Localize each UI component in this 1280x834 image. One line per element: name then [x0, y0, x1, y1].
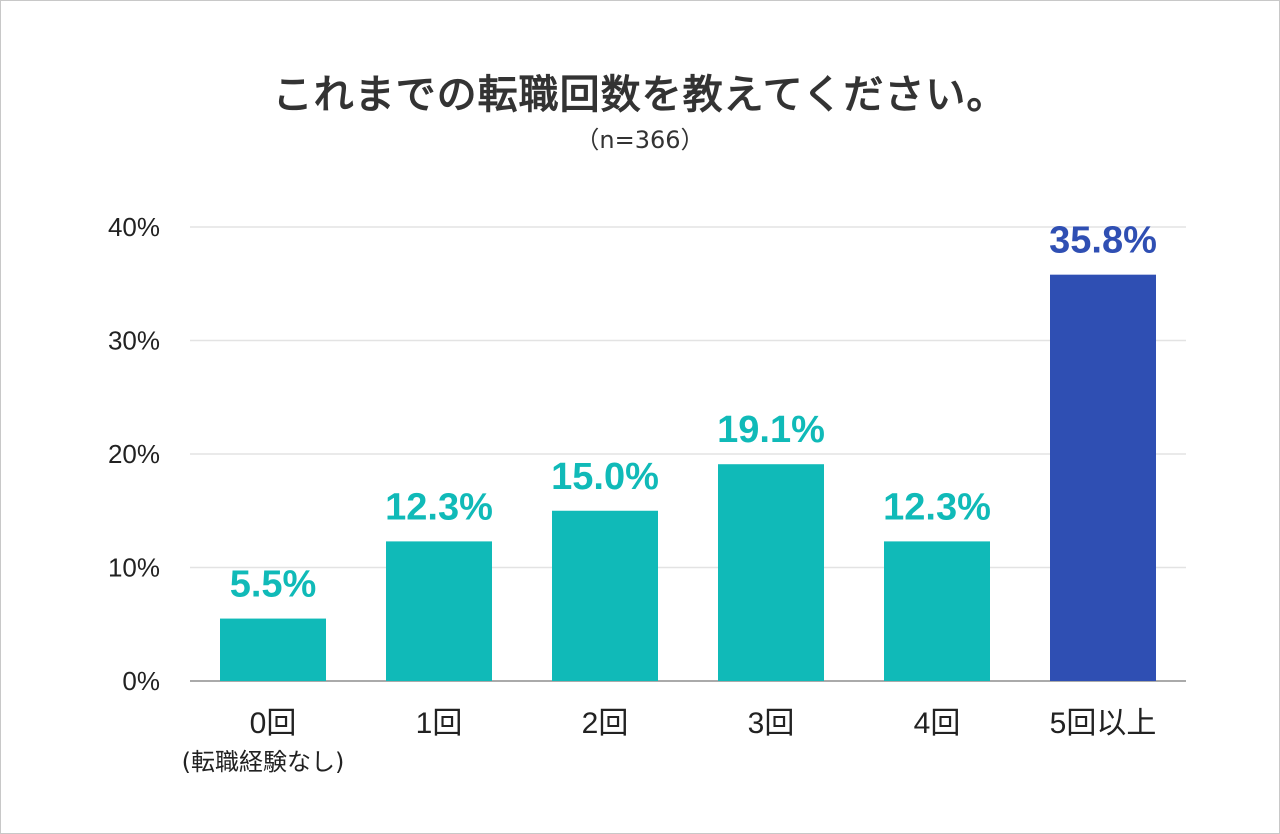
data-label: 12.3%: [883, 486, 991, 528]
y-tick-label: 30%: [108, 326, 160, 356]
x-tick-label: 5回以上: [1050, 707, 1157, 740]
x-tick-label: 4回: [914, 707, 961, 740]
data-label: 12.3%: [385, 486, 493, 528]
chart-subtitle: （n=366）: [575, 126, 705, 154]
bar: [1050, 274, 1156, 681]
data-label: 5.5%: [230, 564, 317, 606]
bar: [552, 510, 658, 681]
data-label: 35.8%: [1049, 220, 1157, 262]
x-tick-label: 1回: [416, 707, 463, 740]
x-tick-sublabel: (転職経験なし): [182, 748, 345, 776]
x-tick-label: 3回: [748, 707, 795, 740]
x-tick-label: 2回: [582, 707, 629, 740]
y-tick-label: 10%: [108, 553, 160, 583]
y-tick-label: 40%: [108, 212, 160, 242]
bar: [386, 541, 492, 681]
data-label: 15.0%: [551, 456, 659, 498]
data-label: 19.1%: [717, 409, 825, 451]
y-tick-label: 0%: [122, 666, 160, 696]
bar: [884, 541, 990, 681]
bar: [718, 464, 824, 681]
bar: [220, 618, 326, 681]
chart-title: これまでの転職回数を教えてください。: [272, 72, 1008, 118]
x-tick-label: 0回: [250, 707, 297, 740]
y-tick-label: 20%: [108, 439, 160, 469]
